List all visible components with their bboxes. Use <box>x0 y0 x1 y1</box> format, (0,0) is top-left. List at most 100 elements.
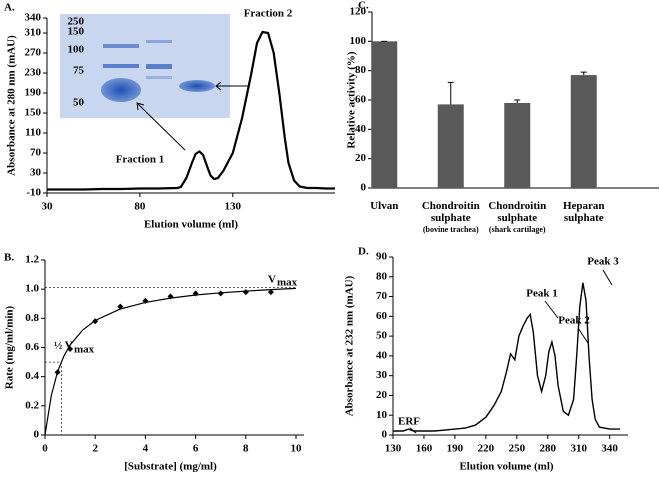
y-tick-label: 0 <box>382 429 388 441</box>
y-tick-label: 190 <box>25 87 42 99</box>
bar <box>371 41 398 189</box>
x-tick-label: 6 <box>193 443 199 455</box>
y-axis-title: Rate (mg/ml/min) <box>4 305 16 389</box>
x-tick-label: 310 <box>570 443 587 455</box>
y-tick-label: 80 <box>376 270 388 282</box>
arrow <box>544 300 559 319</box>
x-axis-title: Elution volume (ml) <box>459 461 553 473</box>
arrow <box>577 327 589 344</box>
fit-curve <box>44 287 297 436</box>
point <box>117 303 124 310</box>
arrow <box>215 81 250 91</box>
y-axis-title: Relative activity (%) <box>346 51 358 148</box>
y-tick-label: 20 <box>355 152 367 164</box>
arrow <box>409 427 417 434</box>
y-tick-label: 40 <box>355 123 367 135</box>
y-tick-label: 60 <box>376 310 388 322</box>
annotation: Peak 3 <box>587 256 619 268</box>
arrow <box>136 102 186 151</box>
data-line <box>47 30 335 191</box>
point <box>217 290 224 297</box>
gel-marker-label: 75 <box>73 65 85 77</box>
x-axis-title: Elution volume (ml) <box>144 219 238 231</box>
x-tick-label: 250 <box>509 443 526 455</box>
point <box>167 293 174 300</box>
y-tick-label: 0.4 <box>25 370 39 382</box>
gel-band <box>103 44 139 48</box>
x-tick-label: 4 <box>143 443 149 455</box>
x-tick-label: Heparan sulphate <box>562 200 605 224</box>
x-tick-label: 30 <box>42 201 54 213</box>
y-tick-label: 120 <box>350 6 367 18</box>
point <box>267 289 274 296</box>
point <box>142 297 149 304</box>
y-tick-label: 0.2 <box>25 399 39 411</box>
y-tick-label: 50 <box>376 330 388 342</box>
gel-marker-label: 100 <box>68 44 85 56</box>
x-tick-label: 0 <box>42 443 48 455</box>
x-tick-label: 160 <box>416 443 433 455</box>
gel-band <box>103 64 139 68</box>
x-tick-label: 280 <box>540 443 557 455</box>
point <box>54 369 61 376</box>
error-bar <box>447 81 454 105</box>
bar <box>570 75 597 188</box>
x-tick-label: 130 <box>385 443 402 455</box>
y-tick-label: 20 <box>376 389 388 401</box>
y-tick-label: 30 <box>376 369 388 381</box>
y-tick-label: 0 <box>361 182 367 194</box>
gel-marker-label: 150 <box>68 26 85 38</box>
annotation: Peak 2 <box>558 315 590 327</box>
x-tick-label: Chondroitin sulphate <box>421 200 480 224</box>
point <box>242 289 249 296</box>
y-tick-label: 230 <box>25 67 42 79</box>
x-tick-label: Ulvan <box>370 200 399 212</box>
gel-marker-label: 250 <box>68 16 85 28</box>
x-tick-label: 130 <box>225 201 242 213</box>
y-tick-label: 30 <box>30 167 42 179</box>
x-tick-label: 80 <box>134 201 146 213</box>
x-tick-label: 8 <box>243 443 249 455</box>
annotation: ERF <box>398 416 420 428</box>
x-tick-label: 340 <box>601 443 618 455</box>
annotation: Peak 1 <box>526 288 557 300</box>
point <box>67 345 74 352</box>
y-tick-label: 80 <box>355 64 367 76</box>
x-tick-label: Chondroitin sulphate <box>488 200 547 224</box>
y-tick-label: 90 <box>376 251 388 263</box>
y-tick-label: 1.0 <box>25 283 39 295</box>
gel-band <box>146 40 172 43</box>
annotation: Fraction 1 <box>116 154 165 166</box>
y-tick-label: 70 <box>376 290 388 302</box>
annotation: ½ V <box>54 340 73 352</box>
x-tick-label: 10 <box>291 443 303 455</box>
annotation: max <box>277 277 298 289</box>
y-tick-label: 0.8 <box>25 312 39 324</box>
x-tick-label: 220 <box>478 443 495 455</box>
y-tick-label: 40 <box>376 349 388 361</box>
error-bar <box>580 71 587 76</box>
arrow <box>602 269 613 286</box>
gel-band <box>146 76 172 79</box>
panel-label: A. <box>4 2 15 14</box>
point <box>192 290 199 297</box>
y-tick-label: 270 <box>25 47 42 59</box>
y-axis-title: Absorbance at 280 nm (mAU) <box>6 35 18 176</box>
gel-background <box>60 14 230 118</box>
y-axis-title: Absorbance at 232 nm (mAU) <box>344 275 356 416</box>
y-tick-label: 310 <box>25 27 42 39</box>
x-axis-title: [Substrate] (mg/ml) <box>124 461 217 473</box>
x-tick-sublabel: (shark cartilage) <box>488 225 546 234</box>
bar <box>437 104 464 188</box>
y-tick-label: 60 <box>355 94 367 106</box>
annotation: Fraction 2 <box>244 8 293 20</box>
gel-inset <box>60 14 230 118</box>
bar <box>504 102 531 188</box>
y-tick-label: 340 <box>25 12 42 24</box>
error-bar <box>514 99 521 103</box>
y-tick-label: 110 <box>25 127 41 139</box>
annotation: max <box>74 344 95 356</box>
x-tick-sublabel: (bovine trachea) <box>422 225 479 234</box>
